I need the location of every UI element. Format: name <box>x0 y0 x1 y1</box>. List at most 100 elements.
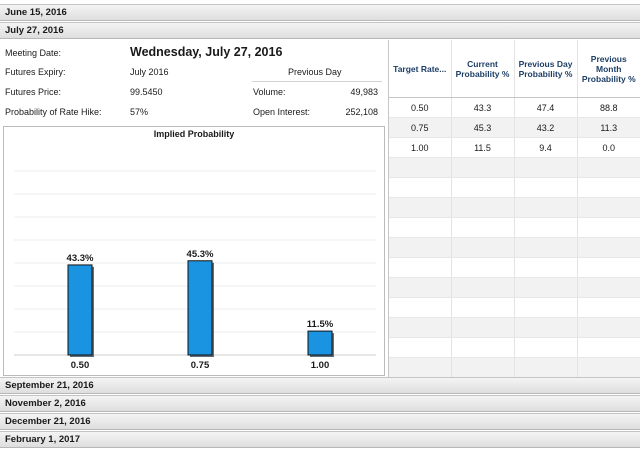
table-row <box>389 257 640 278</box>
table-cell <box>450 257 514 278</box>
meeting-header-july-27-2016[interactable]: July 27, 2016 <box>0 22 640 39</box>
table-row <box>389 177 640 198</box>
meeting-date-label: Meeting Date: <box>5 48 62 58</box>
chart-category-label: 0.50 <box>71 360 90 371</box>
table-row <box>389 297 640 318</box>
table-cell <box>389 297 451 318</box>
table-cell <box>513 297 577 318</box>
table-cell <box>389 217 451 238</box>
table-cell <box>513 197 577 218</box>
table-cell: 1.00 <box>389 137 451 158</box>
probability-hike-value: 57% <box>130 107 149 117</box>
probability-table: Target Rate... Current Probability % Previ… <box>389 40 640 378</box>
table-cell <box>389 197 451 218</box>
table-cell: 43.2 <box>513 117 577 138</box>
futures-expiry-label: Futures Expiry: <box>5 67 66 77</box>
chart-category-label: 1.00 <box>311 360 330 371</box>
table-cell: 9.4 <box>513 137 577 158</box>
table-cell <box>450 357 514 378</box>
table-cell: 11.3 <box>576 117 640 138</box>
chart-bar <box>67 264 93 356</box>
table-cell <box>389 337 451 358</box>
futures-price-value: 99.5450 <box>130 87 163 97</box>
table-cell <box>389 317 451 338</box>
previous-day-divider <box>252 81 382 82</box>
table-cell <box>576 157 640 178</box>
table-cell <box>450 177 514 198</box>
table-cell <box>576 277 640 298</box>
meeting-header-september-21-2016[interactable]: September 21, 2016 <box>0 377 640 394</box>
table-cell <box>576 177 640 198</box>
table-cell <box>450 237 514 258</box>
table-row: 0.50 43.3 47.4 88.8 <box>389 97 640 118</box>
open-interest-label: Open Interest: <box>253 107 311 117</box>
table-header-2: Previous Day Probability % <box>513 40 577 98</box>
futures-expiry-value: July 2016 <box>130 67 169 77</box>
table-row <box>389 237 640 258</box>
table-cell <box>576 197 640 218</box>
table-cell <box>576 337 640 358</box>
table-row <box>389 217 640 238</box>
table-row <box>389 157 640 178</box>
implied-probability-chart: Implied Probability 43.3% 0.50 45.3% 0.75 11… <box>3 126 385 376</box>
table-row <box>389 357 640 378</box>
table-cell <box>389 277 451 298</box>
chart-plot: 43.3% 0.50 45.3% 0.75 11.5% 1.00 <box>14 170 376 371</box>
table-cell <box>576 237 640 258</box>
chart-data-label: 11.5% <box>307 319 334 330</box>
table-cell <box>513 177 577 198</box>
table-row: 0.75 45.3 43.2 11.3 <box>389 117 640 138</box>
table-cell <box>576 317 640 338</box>
volume-value: 49,983 <box>350 87 378 97</box>
table-cell: 45.3 <box>450 117 514 138</box>
table-row <box>389 317 640 338</box>
futures-price-label: Futures Price: <box>5 87 62 97</box>
table-cell <box>389 177 451 198</box>
meeting-detail-panel: Meeting Date: Wednesday, July 27, 2016 F… <box>0 40 640 378</box>
table-cell <box>389 257 451 278</box>
table-cell <box>576 297 640 318</box>
meeting-header-june-15-2016[interactable]: June 15, 2016 <box>0 4 640 21</box>
table-cell <box>576 217 640 238</box>
table-cell <box>576 357 640 378</box>
table-cell <box>450 317 514 338</box>
table-cell <box>513 357 577 378</box>
table-cell <box>513 217 577 238</box>
table-cell <box>450 197 514 218</box>
chart-bar <box>187 260 213 356</box>
table-cell <box>513 157 577 178</box>
table-cell <box>450 277 514 298</box>
table-cell: 0.50 <box>389 97 451 118</box>
table-header-1: Current Probability % <box>450 40 514 98</box>
table-cell <box>513 317 577 338</box>
chart-bar <box>307 330 333 356</box>
table-row <box>389 337 640 358</box>
table-cell: 0.0 <box>576 137 640 158</box>
table-row <box>389 277 640 298</box>
meeting-header-november-2-2016[interactable]: November 2, 2016 <box>0 395 640 412</box>
probability-hike-label: Probability of Rate Hike: <box>5 107 102 117</box>
table-row <box>389 197 640 218</box>
table-cell: 43.3 <box>450 97 514 118</box>
table-cell: 0.75 <box>389 117 451 138</box>
table-cell <box>513 237 577 258</box>
table-cell <box>389 237 451 258</box>
table-header-0: Target Rate... <box>389 40 451 98</box>
meeting-date-value: Wednesday, July 27, 2016 <box>130 45 283 59</box>
table-cell <box>450 297 514 318</box>
table-cell: 88.8 <box>576 97 640 118</box>
table-cell <box>513 337 577 358</box>
chart-category-label: 0.75 <box>191 360 210 371</box>
volume-label: Volume: <box>253 87 286 97</box>
table-cell <box>389 157 451 178</box>
table-cell <box>513 277 577 298</box>
table-cell <box>576 257 640 278</box>
table-cell <box>450 337 514 358</box>
meeting-header-december-21-2016[interactable]: December 21, 2016 <box>0 413 640 430</box>
table-cell <box>389 357 451 378</box>
previous-day-label: Previous Day <box>288 67 342 77</box>
table-cell <box>450 217 514 238</box>
table-header-3: Previous Month Probability % <box>576 40 640 98</box>
meeting-header-february-1-2017[interactable]: February 1, 2017 <box>0 431 640 448</box>
table-cell <box>513 257 577 278</box>
